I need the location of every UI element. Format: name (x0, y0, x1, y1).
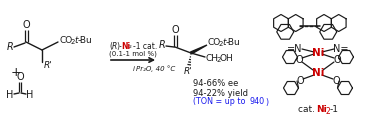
Text: t: t (74, 35, 77, 44)
Text: ₂: ₂ (129, 43, 132, 49)
Text: Pr₂O, 40 °C: Pr₂O, 40 °C (136, 66, 175, 72)
Text: O: O (171, 25, 179, 35)
Text: cat.: cat. (298, 106, 318, 115)
Text: -1: -1 (330, 106, 339, 115)
Text: )-: )- (116, 41, 122, 50)
Text: -Bu: -Bu (78, 35, 93, 44)
Text: (0.1-1 mol %): (0.1-1 mol %) (109, 51, 157, 57)
Text: Ni: Ni (316, 106, 327, 115)
Text: 940: 940 (250, 98, 265, 106)
Text: R': R' (44, 61, 53, 70)
Text: R: R (159, 40, 166, 50)
Text: 2: 2 (219, 41, 223, 47)
Text: CO: CO (60, 35, 73, 44)
Text: (: ( (109, 41, 112, 50)
Text: N=: N= (333, 44, 349, 54)
Text: O: O (16, 72, 24, 82)
Text: O: O (296, 76, 304, 86)
Text: R: R (112, 41, 117, 50)
Text: H: H (6, 90, 14, 100)
Text: O: O (332, 76, 340, 86)
Text: t: t (222, 37, 226, 47)
Text: O: O (333, 55, 341, 65)
Text: =N: =N (287, 44, 303, 54)
Text: i: i (133, 66, 135, 72)
Text: O: O (295, 55, 303, 65)
Text: 2: 2 (217, 57, 222, 63)
Text: CO: CO (208, 37, 221, 47)
Text: +: + (11, 66, 21, 79)
Text: Ni: Ni (312, 48, 324, 58)
Text: ): ) (265, 98, 268, 106)
Polygon shape (191, 45, 207, 54)
Text: 2: 2 (325, 108, 330, 116)
Text: 2: 2 (71, 39, 75, 45)
Text: R: R (7, 42, 13, 52)
Text: 94-66% ee: 94-66% ee (193, 80, 239, 89)
Text: CH: CH (206, 54, 219, 63)
Text: OH: OH (220, 54, 234, 63)
Text: H: H (26, 90, 34, 100)
Text: 94-22% yield: 94-22% yield (193, 89, 248, 98)
Text: -1 cat.: -1 cat. (133, 41, 157, 50)
Text: O: O (22, 20, 30, 30)
Text: R': R' (184, 67, 192, 76)
Text: Ni: Ni (121, 41, 130, 50)
Text: (TON = up to: (TON = up to (193, 98, 248, 106)
Text: -Bu: -Bu (226, 37, 241, 47)
Text: Ni: Ni (312, 68, 324, 78)
